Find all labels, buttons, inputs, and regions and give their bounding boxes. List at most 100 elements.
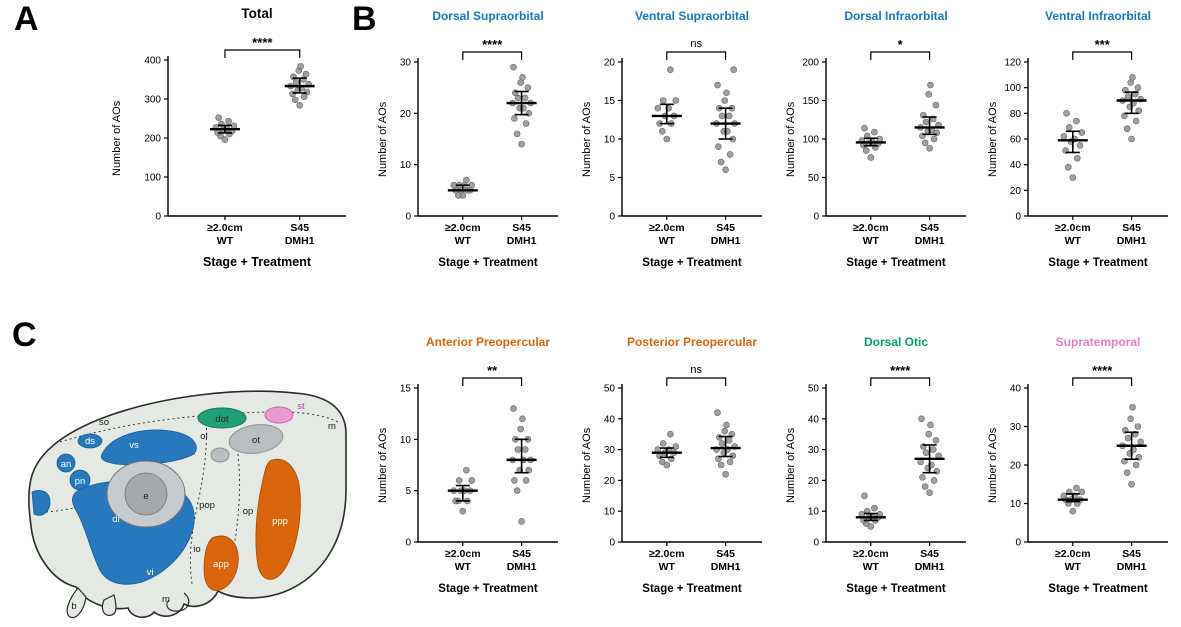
svg-text:15: 15 [400,384,412,395]
region-snout [31,490,51,516]
svg-text:0: 0 [405,212,411,223]
svg-text:5: 5 [609,173,615,184]
svg-text:Ventral Infraorbital: Ventral Infraorbital [1045,9,1151,23]
region-ppp [255,458,301,580]
svg-text:S45: S45 [1122,548,1141,560]
svg-text:S45: S45 [716,222,735,234]
label-an: an [61,459,72,470]
svg-text:S45: S45 [512,548,531,560]
chart-dorsal-infraorbital: Dorsal Infraorbital * 0 50 100 150 200 ≥2.0cm WT… [782,4,978,300]
svg-text:120: 120 [1004,58,1021,69]
svg-text:10: 10 [400,435,412,446]
chart-dorsal-otic: Dorsal Otic **** 0 10 20 30 40 50 ≥2.0cm WT S45 DMH… [782,330,978,626]
svg-text:≥2.0cm: ≥2.0cm [853,222,889,234]
head-diagram-svg: so ds vs an pn e dot ol ot st m di io vi… [28,390,347,619]
svg-text:WT: WT [863,235,880,247]
svg-text:DMH1: DMH1 [711,235,741,247]
label-so: so [99,417,109,428]
label-op: op [243,506,254,517]
svg-text:60: 60 [1010,135,1022,146]
svg-text:5: 5 [405,486,411,497]
svg-text:300: 300 [144,95,161,106]
region-app [203,535,239,591]
svg-text:10: 10 [604,507,616,518]
chart-dorsal-supraorbital: Dorsal Supraorbital **** 0 10 20 30 ≥2.0cm WT S4… [374,4,570,300]
svg-text:Stage + Treatment: Stage + Treatment [642,583,742,595]
label-b: b [71,601,76,612]
svg-text:≥2.0cm: ≥2.0cm [649,222,685,234]
svg-text:30: 30 [1010,422,1022,433]
svg-text:0: 0 [155,212,161,223]
svg-text:20: 20 [1010,186,1022,197]
chart-ventral-supraorbital: Ventral Supraorbital ns 0 5 10 15 20 ≥2.0cm WT S4… [578,4,774,300]
label-dot: dot [215,414,229,425]
svg-text:DMH1: DMH1 [1117,235,1147,247]
label-di: di [112,514,119,525]
chart-anterior-preopercular: Anterior Preopercular ** 0 5 10 15 ≥2.0cm WT S45… [374,330,570,626]
svg-text:****: **** [482,37,503,52]
label-ds: ds [85,436,95,447]
svg-text:Supratemporal: Supratemporal [1056,335,1141,349]
svg-text:WT: WT [1065,561,1082,573]
chart-supratemporal: Supratemporal **** 0 10 20 30 40 ≥2.0cm WT S45 DMH… [984,330,1180,626]
svg-text:≥2.0cm: ≥2.0cm [1055,548,1091,560]
label-m-bottom: m [162,594,170,605]
otic-structures [197,406,294,463]
svg-text:0: 0 [405,538,411,549]
mouth-curl [166,592,190,612]
svg-text:40: 40 [1010,384,1022,395]
svg-text:*: * [898,37,904,52]
svg-text:***: *** [1095,37,1111,52]
svg-text:DMH1: DMH1 [915,235,945,247]
svg-text:10: 10 [1010,499,1022,510]
svg-text:Stage + Treatment: Stage + Treatment [846,583,946,595]
label-ol: ol [200,431,207,442]
svg-text:****: **** [890,363,911,378]
svg-text:S45: S45 [716,548,735,560]
svg-text:Number of AOs: Number of AOs [987,427,999,503]
svg-text:0: 0 [609,212,615,223]
svg-text:0: 0 [609,538,615,549]
svg-text:Dorsal Infraorbital: Dorsal Infraorbital [844,9,947,23]
region-vs [100,429,197,466]
svg-text:DMH1: DMH1 [507,235,537,247]
svg-text:Stage + Treatment: Stage + Treatment [1048,583,1148,595]
svg-text:50: 50 [808,173,820,184]
svg-text:S45: S45 [920,222,939,234]
svg-text:200: 200 [802,58,819,69]
region-dot [197,407,247,429]
svg-text:S45: S45 [1122,222,1141,234]
label-ppp: ppp [272,516,288,527]
svg-text:400: 400 [144,56,161,67]
otic-capsule [228,424,284,454]
label-io: io [193,544,200,555]
chart-svg-dorsal_infraorbital: Dorsal Infraorbital * 0 50 100 150 200 ≥2.0cmWT… [785,9,966,269]
chart-svg-posterior_preopercular: Posterior Preopercular ns 0 10 20 30 40 50 ≥2.0c… [581,335,762,595]
chart-ventral-infraorbital: Ventral Infraorbital *** 0 20 40 60 80 100 120 ≥2… [984,4,1180,300]
svg-text:40: 40 [1010,160,1022,171]
chart-total: Total **** 0 100 200 300 400 ≥2.0cm WT S45 DMH1 Sta… [104,2,362,302]
svg-text:WT: WT [217,235,234,247]
svg-text:WT: WT [455,561,472,573]
svg-text:30: 30 [604,445,616,456]
head-diagram: so ds vs an pn e dot ol ot st m di io vi… [16,342,361,622]
svg-text:Stage + Treatment: Stage + Treatment [438,583,538,595]
svg-text:DMH1: DMH1 [507,561,537,573]
svg-text:20: 20 [808,476,820,487]
svg-text:Dorsal Supraorbital: Dorsal Supraorbital [432,9,543,23]
chart-svg-ventral_infraorbital: Ventral Infraorbital *** 0 20 40 60 80 100 120 ≥2… [987,9,1168,269]
svg-text:Posterior Preopercular: Posterior Preopercular [627,335,757,349]
label-vi: vi [147,567,154,578]
svg-text:DMH1: DMH1 [1117,561,1147,573]
svg-text:50: 50 [604,384,616,395]
svg-text:ns: ns [690,38,702,50]
svg-text:80: 80 [1010,109,1022,120]
svg-text:WT: WT [659,235,676,247]
gill-bud [101,594,117,616]
